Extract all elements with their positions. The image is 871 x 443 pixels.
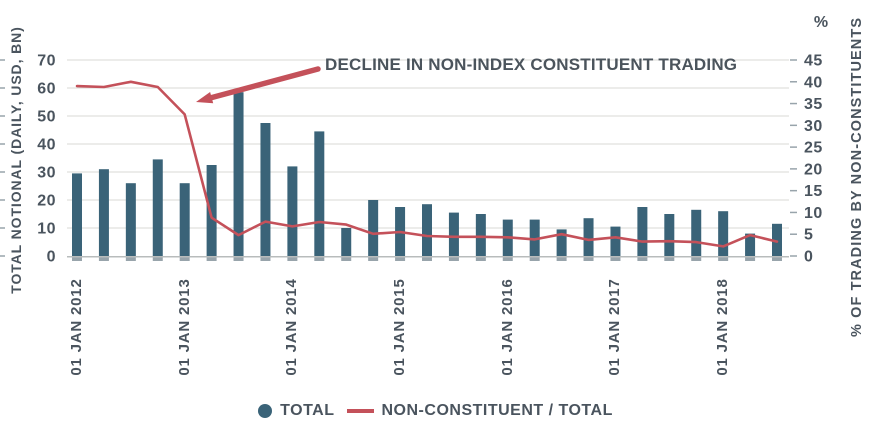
x-tick-stub xyxy=(98,257,109,261)
x-axis-label: 01 JAN 2016 xyxy=(498,278,516,376)
x-tick-stub xyxy=(583,257,594,261)
bar xyxy=(610,226,621,256)
bar xyxy=(314,131,325,256)
left-axis-tick-label: 40 xyxy=(37,137,56,154)
right-axis-tick-label: 0 xyxy=(804,249,813,266)
legend-item-non-constituent: NON-CONSTITUENT / TOTAL xyxy=(346,402,613,420)
right-axis-tick-label: 40 xyxy=(804,74,823,91)
x-tick-stub xyxy=(718,257,729,261)
right-axis-tick-label: 15 xyxy=(804,183,823,200)
x-tick-stub xyxy=(502,257,513,261)
bar xyxy=(448,212,459,256)
x-axis-label: 01 JAN 2018 xyxy=(714,278,732,376)
x-tick-stub xyxy=(260,257,271,261)
x-tick-stub xyxy=(610,257,621,261)
bar xyxy=(98,169,109,256)
annotation-arrow xyxy=(208,66,321,101)
x-axis-label: 01 JAN 2015 xyxy=(391,278,409,376)
x-tick-stub xyxy=(368,257,379,261)
legend-label: TOTAL xyxy=(280,402,335,419)
left-axis-tick-label: 30 xyxy=(37,165,56,182)
legend: TOTAL NON-CONSTITUENT / TOTAL xyxy=(0,402,871,420)
x-tick-stub xyxy=(772,257,782,261)
x-tick-stub xyxy=(637,257,648,261)
x-axis-label: 01 JAN 2013 xyxy=(175,278,193,376)
x-axis-label: 01 JAN 2014 xyxy=(283,278,301,376)
bar xyxy=(691,209,702,256)
x-tick-stub xyxy=(422,257,432,261)
bar xyxy=(772,223,782,256)
right-axis-tick-label: 10 xyxy=(804,205,823,222)
annotation-arrowhead xyxy=(196,92,214,104)
annotation-text: DECLINE IN NON-INDEX CONSTITUENT TRADING xyxy=(325,55,738,74)
legend-item-total: TOTAL xyxy=(258,402,334,420)
x-tick-stub xyxy=(529,257,540,261)
x-tick-stub xyxy=(233,257,244,261)
bar xyxy=(206,165,217,256)
bar xyxy=(125,183,136,256)
left-axis-tick-label: 20 xyxy=(37,193,56,210)
x-tick-stub xyxy=(395,257,406,261)
legend-label: NON-CONSTITUENT / TOTAL xyxy=(381,402,613,419)
x-axis-label: 01 JAN 2012 xyxy=(68,278,85,376)
right-axis-tick-label: 5 xyxy=(804,227,813,244)
trend-line xyxy=(75,80,779,248)
x-axis-label: 01 JAN 2017 xyxy=(606,278,624,376)
left-axis-tick-label: 70 xyxy=(37,53,56,70)
x-tick-stub xyxy=(206,257,217,261)
right-axis-tick-label: 20 xyxy=(804,161,823,178)
right-axis-tick-label: 35 xyxy=(804,96,823,113)
bar xyxy=(72,173,82,256)
x-tick-stub xyxy=(179,257,190,261)
line-marker-icon xyxy=(346,409,374,413)
bar xyxy=(368,200,379,256)
left-axis-tick-label: 60 xyxy=(37,81,56,98)
x-tick-stub xyxy=(314,257,325,261)
x-tick-stub xyxy=(691,257,702,261)
bar xyxy=(179,183,190,256)
left-axis-tick-label: 10 xyxy=(37,221,56,238)
x-tick-stub xyxy=(287,257,298,261)
bar xyxy=(260,123,271,256)
right-axis-tick-label: 30 xyxy=(804,118,823,135)
bar xyxy=(637,207,648,256)
bar xyxy=(556,229,567,256)
bar xyxy=(287,166,298,256)
x-tick-stub xyxy=(745,257,756,261)
x-tick-stub xyxy=(556,257,567,261)
bar xyxy=(529,219,540,256)
x-tick-stub xyxy=(341,257,352,261)
bar xyxy=(233,92,244,256)
left-axis-tick-label: 50 xyxy=(37,109,56,126)
x-tick-stub xyxy=(125,257,136,261)
bar xyxy=(475,214,486,256)
left-axis-title: TOTAL NOTIONAL (DAILY, USD, BN) xyxy=(8,26,24,294)
x-tick-stub xyxy=(152,257,163,261)
circle-marker-icon xyxy=(258,404,273,418)
bar xyxy=(341,228,352,256)
right-axis-tick-label: 45 xyxy=(804,53,823,70)
x-tick-stub xyxy=(664,257,675,261)
bar xyxy=(583,218,594,256)
right-axis-tick-label: 25 xyxy=(804,140,823,157)
right-axis-title: % OF TRADING BY NON-CONSTITUENTS xyxy=(849,16,865,337)
bar xyxy=(664,214,675,256)
bar xyxy=(152,159,163,256)
right-axis-unit-label: % xyxy=(813,14,829,31)
left-axis-tick-label: 0 xyxy=(47,249,56,266)
x-tick-stub xyxy=(475,257,486,261)
bar xyxy=(745,233,756,256)
x-tick-stub xyxy=(448,257,459,261)
x-tick-stub xyxy=(72,257,82,261)
bar xyxy=(718,211,729,256)
bar xyxy=(422,204,432,256)
